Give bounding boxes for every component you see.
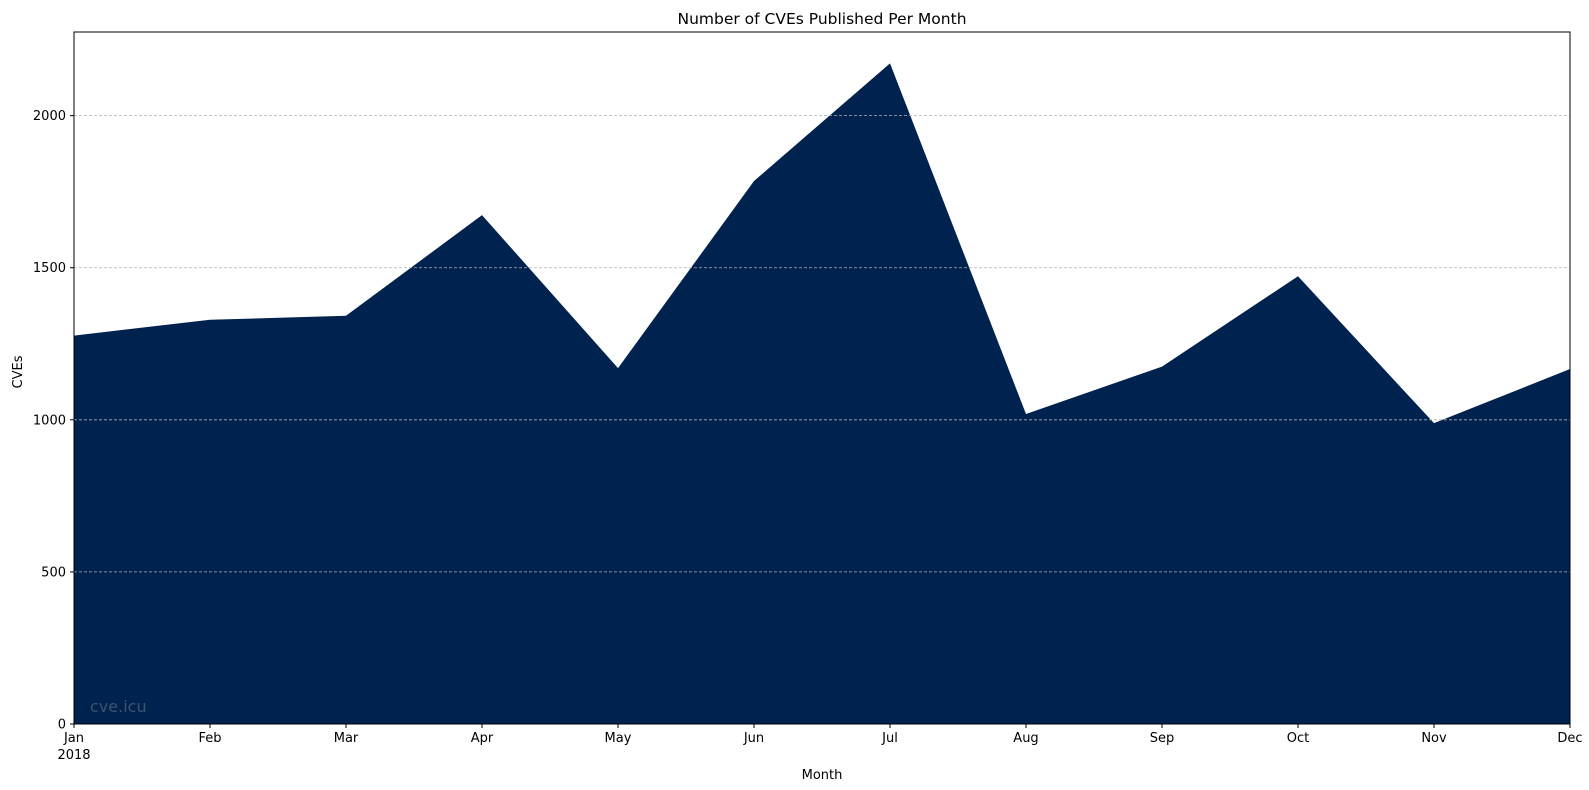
x-tick-label-nov: Nov [1421,731,1447,746]
x-tick-label-feb: Feb [198,731,221,746]
plot-frame [73,31,1571,725]
chart-title: Number of CVEs Published Per Month [677,10,966,28]
x-tick-label-apr: Apr [471,731,494,746]
y-tick-label-1500: 1500 [33,261,66,276]
x-tick-label-jul: Jul [881,731,898,746]
y-tick-label-2000: 2000 [33,109,66,124]
y-axis: 0 500 1000 1500 2000 [33,109,74,733]
x-tick-label-aug: Aug [1013,731,1038,746]
x-tick-label-jan: Jan [63,731,84,746]
x-tick-label-jun: Jun [743,731,764,746]
y-tick-label-0: 0 [58,718,66,733]
x-tick-label-sep: Sep [1150,731,1175,746]
y-axis-title: CVEs [11,355,26,388]
plot-area: cve.icu [73,63,1571,724]
x-tick-label-oct: Oct [1287,731,1309,746]
watermark: cve.icu [90,697,147,716]
area-series [74,63,1570,724]
x-axis-title: Month [802,768,843,783]
y-tick-label-1000: 1000 [33,413,66,428]
x-tick-label-mar: Mar [334,731,359,746]
x-tick-label-dec: Dec [1557,731,1582,746]
x-tick-label-may: May [605,731,632,746]
y-tick-label-500: 500 [41,565,66,580]
x-tick-year-label: 2018 [57,748,90,763]
x-axis: Jan Feb Mar Apr May Jun Jul Aug Sep Oct Nov Dec 2018 [57,724,1583,763]
